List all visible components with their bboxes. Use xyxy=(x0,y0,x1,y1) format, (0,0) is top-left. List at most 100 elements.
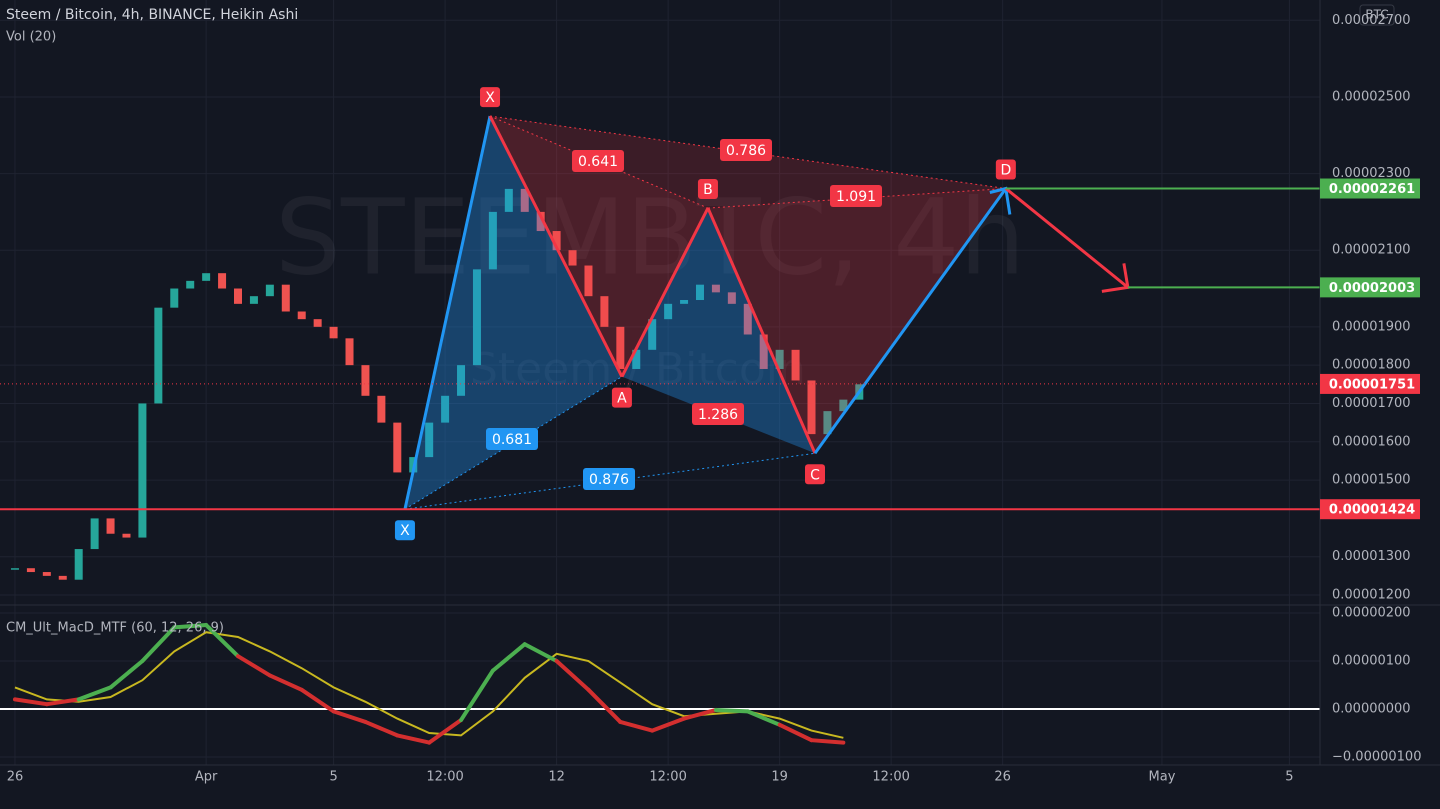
point-badge xyxy=(480,87,501,108)
point-badge xyxy=(805,464,826,485)
point-label: X xyxy=(485,90,495,106)
candle xyxy=(839,399,848,412)
macd-line xyxy=(682,707,718,721)
y-tick-label: 0.00001500 xyxy=(1332,473,1411,488)
candle xyxy=(457,365,466,396)
pattern-leg xyxy=(813,187,1008,455)
price-tag xyxy=(1320,499,1420,520)
x-tick-label: 19 xyxy=(771,770,788,785)
point-label: X xyxy=(400,523,410,539)
y-tick-label: 0.00001700 xyxy=(1332,396,1411,411)
macd-line xyxy=(427,718,464,745)
point-label: A xyxy=(617,391,627,407)
candle xyxy=(202,273,211,281)
candle xyxy=(759,334,768,369)
x-tick-label: 5 xyxy=(1285,770,1293,785)
pattern-fill xyxy=(490,116,708,377)
candle xyxy=(10,568,19,570)
candle xyxy=(281,284,290,312)
candle xyxy=(345,338,354,366)
macd-tick-label: 0.00000000 xyxy=(1332,701,1411,716)
price-tag xyxy=(1320,373,1420,394)
candle xyxy=(186,280,195,289)
y-tick-label: 0.00001600 xyxy=(1332,434,1411,449)
candle xyxy=(791,349,800,381)
ratio-label: 0.681 xyxy=(492,432,532,448)
currency-label[interactable]: BTC xyxy=(1365,8,1388,22)
candle xyxy=(441,395,450,423)
candle xyxy=(377,395,386,423)
candle xyxy=(616,326,625,369)
candle xyxy=(472,269,481,366)
ratio-label: 0.786 xyxy=(726,143,766,159)
candle xyxy=(138,403,147,538)
candle xyxy=(648,319,657,350)
candle xyxy=(807,380,816,435)
ratio-label: 0.876 xyxy=(589,472,629,488)
pattern-fill xyxy=(404,116,622,510)
candle xyxy=(170,288,179,308)
pattern-leg xyxy=(403,115,492,510)
currency-button[interactable] xyxy=(1359,4,1395,26)
candle xyxy=(584,265,593,297)
macd-line xyxy=(44,697,81,707)
pattern-leg xyxy=(706,207,817,454)
price-tag-label: 0.00002261 xyxy=(1329,182,1415,197)
pattern-dotted xyxy=(404,376,623,510)
x-tick-label: May xyxy=(1149,770,1176,785)
candle xyxy=(265,284,274,297)
macd-line xyxy=(12,697,49,707)
candle xyxy=(425,422,434,458)
candle xyxy=(90,518,99,550)
candle xyxy=(775,349,784,369)
price-tag-label: 0.00002003 xyxy=(1329,281,1415,296)
macd-tick-label: 0.00000100 xyxy=(1332,654,1411,669)
point-badge xyxy=(611,387,632,408)
candle xyxy=(552,231,561,251)
y-tick-label: 0.00001800 xyxy=(1332,358,1411,373)
point-label: B xyxy=(703,182,713,198)
macd-tick-label: 0.00000200 xyxy=(1332,606,1411,621)
candle xyxy=(600,296,609,327)
candle xyxy=(74,549,83,580)
point-badge xyxy=(394,520,415,541)
candle xyxy=(520,188,529,212)
ratio-label: 0.641 xyxy=(578,154,618,170)
macd-line xyxy=(236,654,272,678)
x-tick-label: 12:00 xyxy=(426,770,463,785)
plot: X X A B C D 0.681 0.876 0.641 0.786 1.286 1.091 xyxy=(0,87,1320,745)
price-tag-label: 0.00001424 xyxy=(1329,503,1415,518)
candle xyxy=(695,284,704,301)
candle xyxy=(297,311,306,320)
ratio-badge xyxy=(572,150,624,172)
ratio-label: 1.091 xyxy=(836,189,876,205)
candle xyxy=(329,326,338,339)
macd-line xyxy=(745,709,782,727)
price-tag xyxy=(1320,178,1420,199)
pattern-leg xyxy=(488,115,624,378)
macd-line xyxy=(363,719,400,738)
candle xyxy=(58,575,67,580)
macd-line xyxy=(331,709,368,724)
ratio-badge xyxy=(830,185,882,207)
macd-line xyxy=(713,707,750,714)
macd-line xyxy=(554,659,591,692)
point-badge xyxy=(995,159,1016,180)
y-tick-label: 0.00002300 xyxy=(1332,166,1411,181)
grid xyxy=(0,0,1320,765)
candle xyxy=(249,296,258,304)
candle xyxy=(26,568,35,573)
macd-line xyxy=(299,687,336,714)
macd-line xyxy=(267,673,304,692)
point-label: C xyxy=(810,467,820,483)
candle xyxy=(568,250,577,266)
candle xyxy=(122,533,131,538)
ratio-badge xyxy=(720,139,772,161)
target-arrow xyxy=(1004,187,1129,289)
macd-line xyxy=(490,642,527,673)
y-tick-label: 0.00002700 xyxy=(1332,13,1411,28)
candle xyxy=(393,422,402,473)
candle xyxy=(234,288,243,304)
candle xyxy=(823,411,832,435)
